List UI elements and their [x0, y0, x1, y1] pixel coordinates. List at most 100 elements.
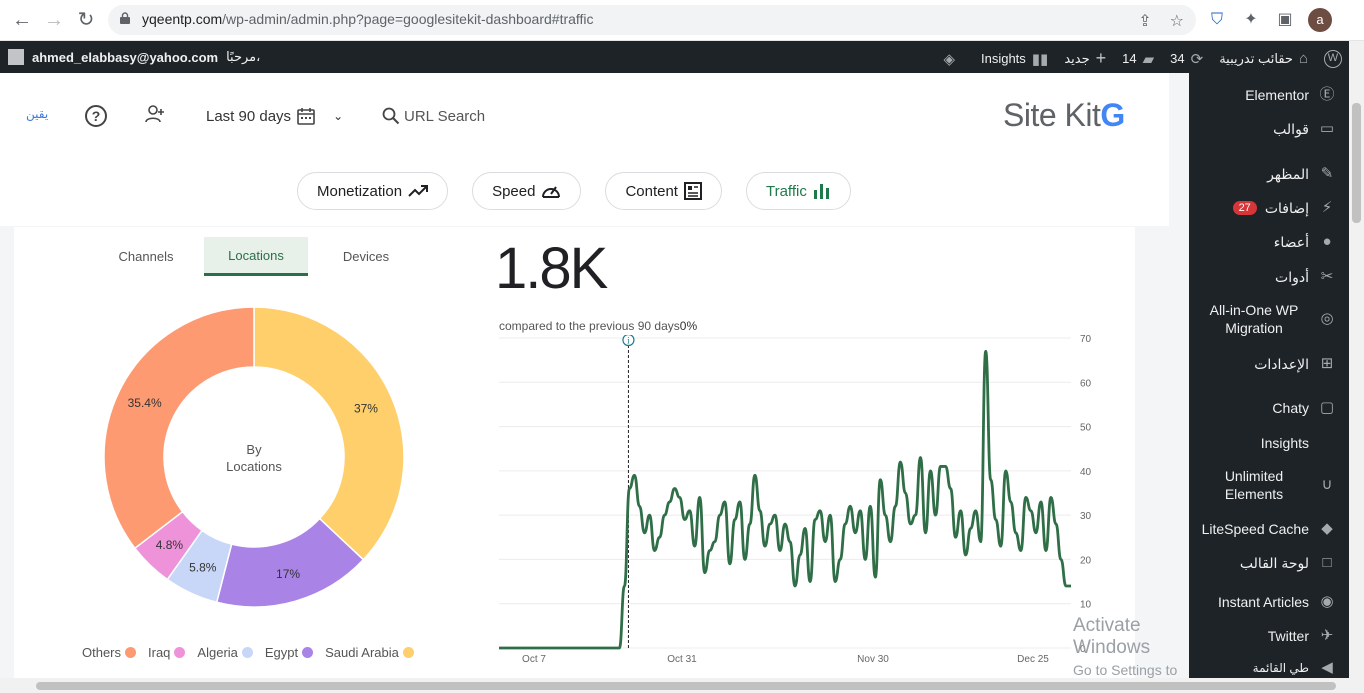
site-name: حقائب تدريبية [1219, 50, 1293, 66]
collapse-icon: ◀ [1321, 659, 1333, 676]
y-tick-label: 70 [1080, 335, 1092, 345]
donut-slice-label: 5.8% [189, 561, 217, 575]
y-tick-label: 0 [1080, 644, 1086, 655]
comparison-label: compared to the previous 90 days [499, 319, 680, 333]
chip-speed[interactable]: Speed [472, 172, 582, 210]
horizontal-scroll-thumb[interactable] [36, 682, 1336, 690]
browser-chrome: ← → ↻ yqeentp.com/wp-admin/admin.php?pag… [0, 0, 1364, 41]
sidebar-item-label: أدوات [1275, 268, 1309, 285]
vpn-shield-icon[interactable]: ⛉ [1210, 11, 1223, 28]
info-icon[interactable] [622, 335, 635, 347]
donut-slice-label: 4.8% [156, 538, 184, 552]
sidebar-item-12[interactable]: ◆ LiteSpeed Cache [1202, 519, 1337, 539]
comparison-percent: 0% [679, 319, 698, 333]
sidebar-item-7[interactable]: ◎ All-in-One WP Migration [1199, 301, 1337, 337]
user-avatar-icon[interactable] [8, 49, 24, 65]
wp-logo-menu[interactable]: W [1316, 49, 1350, 68]
folder-icon: ▭ [1319, 120, 1335, 137]
site-kit-logo: Site KitG [1003, 97, 1125, 134]
profile-avatar[interactable]: a [1308, 8, 1332, 32]
y-tick-label: 20 [1080, 555, 1092, 566]
new-content-menu[interactable]: جديد + [1056, 48, 1114, 69]
sidebar-item-13[interactable]: □ لوحة القالب [1240, 553, 1337, 573]
help-icon[interactable]: ? [85, 105, 107, 127]
lock-icon [120, 12, 130, 24]
chevron-down-icon: ⌄ [333, 109, 344, 123]
chip-monetization[interactable]: Monetization [297, 172, 449, 210]
horizontal-scrollbar[interactable] [0, 678, 1349, 693]
back-icon[interactable]: ← [12, 9, 32, 31]
legend-others-label: Others [82, 645, 122, 660]
sidebar-item-4[interactable]: ⚡ إضافات 27 [1232, 198, 1337, 218]
sidebar-item-label: المظهر [1267, 165, 1309, 182]
share-icon[interactable]: ⇪ [1138, 13, 1152, 30]
sidebar-item-11[interactable]: ∪ Unlimited Elements [1199, 467, 1337, 503]
admin-user-email[interactable]: ahmed_elabbasy@yahoo.com [32, 49, 219, 65]
forward-icon[interactable]: → [44, 9, 64, 31]
legend-iraq[interactable]: Iraq [148, 645, 186, 660]
wp-admin-bar: ahmed_elabbasy@yahoo.com مرحبًا، ◈ Insig… [0, 41, 1364, 73]
chat-icon: ▢ [1319, 399, 1335, 416]
legend-algeria[interactable]: Algeria [197, 645, 253, 660]
site-kit-dashboard: يقين ? Last 90 days ⌄ URL Search Site Ki… [0, 73, 1189, 678]
tab-locations[interactable]: Locations [204, 237, 308, 276]
vertical-scroll-thumb[interactable] [1352, 103, 1361, 223]
vertical-scrollbar[interactable] [1349, 41, 1364, 693]
dimension-tabs: Channels Locations Devices [94, 237, 424, 276]
traffic-line-chart: 0 10 20 30 40 50 60 70 Oct 7 Oct 31 Nov 30 Dec 25 i [499, 335, 1092, 665]
legend-iraq-label: Iraq [148, 645, 171, 660]
updates-menu[interactable]: 34 ⟳ [1162, 50, 1211, 68]
legend-egypt[interactable]: Egypt [265, 645, 314, 660]
sidebar-item-14[interactable]: ◉ Instant Articles [1218, 592, 1337, 612]
sidebar-item-6[interactable]: ✂ أدوات [1275, 267, 1337, 287]
chip-content[interactable]: Content [605, 172, 722, 210]
sidebar-item-label: إضافات [1264, 199, 1309, 216]
sidebar-item-15[interactable]: ✈ Twitter [1268, 626, 1337, 646]
traffic-card: Channels Locations Devices 37% 17% 5.8% 4.8… [14, 227, 1135, 678]
url-search-button[interactable]: URL Search [382, 107, 485, 125]
site-small-logo[interactable]: يقين [26, 107, 49, 121]
date-range-selector[interactable]: Last 90 days ⌄ [206, 107, 343, 125]
legend-saudi-arabia[interactable]: Saudi Arabia [325, 645, 414, 660]
donut-slice-label: 17% [276, 567, 300, 581]
sidebar-item-10[interactable]: Insights [1261, 433, 1337, 453]
sidebar-item-label: طي القائمة [1252, 661, 1309, 675]
donut-slice-saudi-arabia[interactable] [253, 307, 404, 561]
url-host: yqeentp.com [142, 11, 223, 27]
donut-slice-others[interactable] [104, 307, 255, 550]
total-users-value: 1.8K [495, 236, 608, 301]
url-path: /wp-admin/admin.php?page=googlesitekit-d… [222, 11, 594, 27]
chip-traffic[interactable]: Traffic [745, 172, 851, 210]
sidebar-item-3[interactable]: ✎ المظهر [1267, 164, 1337, 184]
reload-icon[interactable]: ↻ [77, 9, 95, 31]
tab-channels[interactable]: Channels [118, 249, 174, 264]
sidebar-item-label: All-in-One WP Migration [1209, 302, 1299, 336]
y-tick-label: 50 [1080, 423, 1092, 434]
donut-center-label: By Locations [204, 441, 304, 475]
sidebar-item-5[interactable]: ● أعضاء [1274, 232, 1337, 252]
bookmark-star-icon[interactable]: ☆ [1169, 13, 1184, 30]
side-panel-icon[interactable]: ▣ [1277, 11, 1293, 28]
watermark-title: Activate Windows [1073, 615, 1151, 658]
twitter-icon: ✈ [1320, 627, 1334, 644]
sidebar-item-1[interactable]: Ⓔ Elementor [1245, 85, 1337, 105]
sidebar-item-2[interactable]: ▭ قوالب [1273, 119, 1337, 139]
insights-menu[interactable]: ◈ Insights ▮▮ [935, 50, 1056, 68]
tab-devices[interactable]: Devices [342, 249, 390, 264]
legend-others[interactable]: Others [82, 645, 137, 660]
sidebar-item-9[interactable]: ▢ Chaty [1272, 398, 1337, 418]
sidebar-item-8[interactable]: ⊞ الإعدادات [1254, 354, 1337, 374]
comments-menu[interactable]: 14 ▰ [1114, 50, 1162, 68]
chip-speed-label: Speed [492, 182, 536, 200]
user-icon: ● [1322, 233, 1332, 250]
google-g-icon: G [1100, 97, 1125, 133]
address-bar[interactable]: yqeentp.com/wp-admin/admin.php?page=goog… [108, 5, 1196, 35]
comment-icon: ▰ [1142, 50, 1155, 68]
sidebar-item-16[interactable]: ◀ طي القائمة [1253, 658, 1337, 678]
extensions-puzzle-icon[interactable]: ✦ [1244, 11, 1258, 28]
insights-label: Insights [980, 51, 1026, 66]
sidebar-item-label: لوحة القالب [1239, 554, 1309, 571]
user-plus-icon[interactable] [145, 105, 165, 128]
site-name-menu[interactable]: حقائب تدريبية ⌂ [1211, 50, 1316, 67]
trend-icon [408, 185, 429, 197]
